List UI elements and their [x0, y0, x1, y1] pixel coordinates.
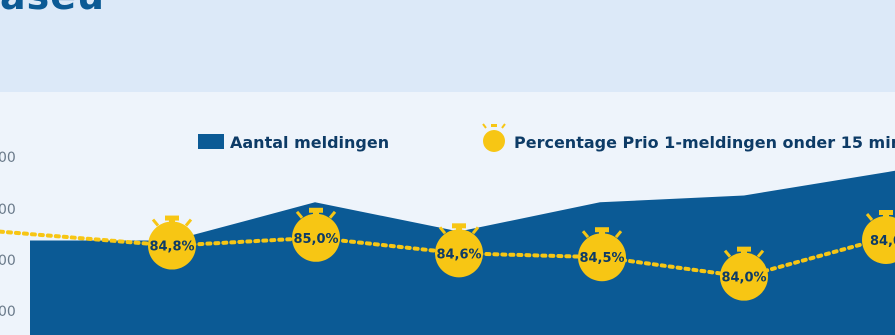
y-tick-label: 00: [0, 304, 16, 320]
data-point-marker: 84,8%: [148, 215, 196, 270]
page-title: aseu: [0, 0, 105, 18]
legend-label-meldingen: Aantal meldingen: [230, 133, 389, 152]
header-band: aseu: [0, 0, 895, 92]
percentage-series: 84,8% 85,0% 84,6% 84,5% 84,0% 84,0: [0, 207, 895, 301]
data-label: 84,0%: [721, 271, 766, 286]
y-tick-label: 00: [0, 202, 16, 218]
data-point-marker: 84,6%: [435, 223, 483, 278]
data-label: 84,8%: [149, 240, 194, 255]
legend-label-percentage: Percentage Prio 1-meldingen onder 15 min: [514, 133, 895, 152]
y-tick-label: 00: [0, 150, 16, 166]
data-point-marker: 84,5%: [578, 227, 626, 282]
legend: Aantal meldingen Percentage Prio 1-meldi…: [198, 123, 895, 152]
data-label: 85,0%: [293, 232, 338, 247]
data-point-marker: 85,0%: [292, 207, 340, 262]
data-point-marker-partial: 84,0: [862, 210, 895, 264]
data-label: 84,5%: [579, 251, 624, 266]
y-axis: 00 00 00 00: [0, 150, 16, 320]
y-tick-label: 00: [0, 253, 16, 269]
legend-swatch-meldingen: [198, 134, 224, 149]
data-label: 84,6%: [436, 247, 481, 262]
data-point-marker: 84,0%: [720, 246, 768, 301]
stopwatch-icon: [482, 123, 506, 152]
data-label: 84,0: [870, 234, 895, 249]
